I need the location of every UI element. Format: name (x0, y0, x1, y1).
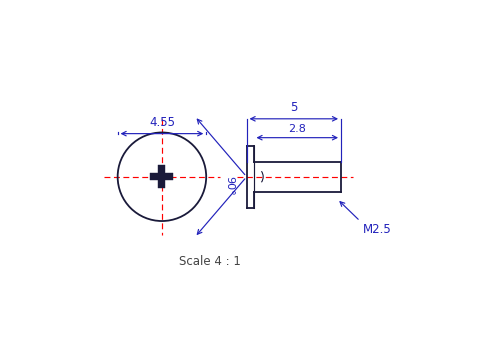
Polygon shape (158, 165, 166, 188)
Text: M2.5: M2.5 (364, 223, 392, 236)
Text: Scale 4 : 1: Scale 4 : 1 (179, 255, 241, 268)
Text: 5: 5 (290, 101, 298, 114)
Text: 2.8: 2.8 (288, 124, 306, 134)
Text: 90°: 90° (224, 176, 234, 196)
Text: 4.55: 4.55 (149, 116, 175, 129)
Polygon shape (150, 173, 174, 180)
